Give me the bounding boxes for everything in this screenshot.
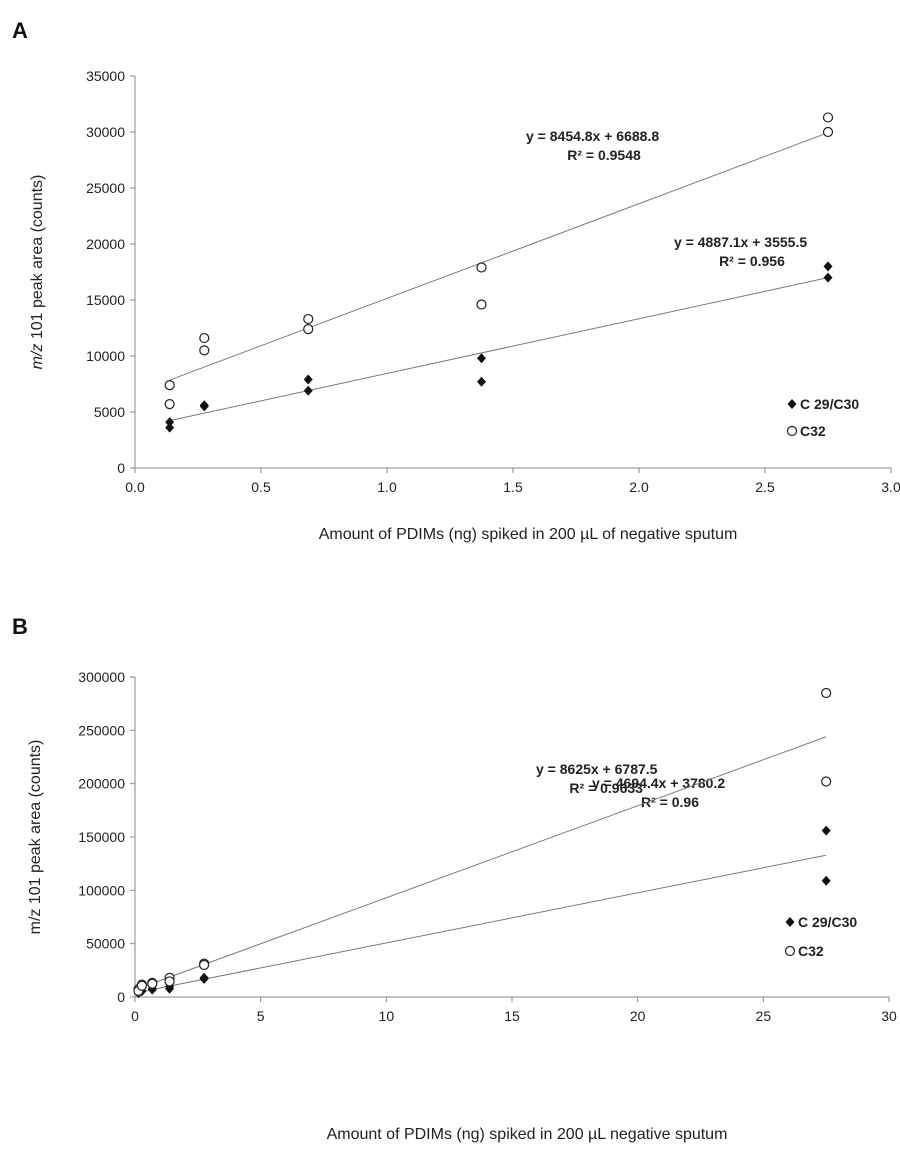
data-point-diamond [821, 825, 831, 836]
panel-label: B [12, 614, 28, 639]
panel-label: A [12, 18, 28, 43]
legend-marker-diamond [785, 917, 795, 927]
x-tick-label: 1.0 [377, 479, 397, 495]
x-axis-title: Amount of PDIMs (ng) spiked in 200 µL of… [319, 526, 738, 543]
data-point-diamond [823, 261, 833, 272]
x-tick-label: 10 [379, 1008, 395, 1024]
data-point-diamond [199, 401, 209, 412]
data-point-circle [164, 976, 175, 987]
y-tick-label: 0 [117, 989, 125, 1005]
data-point-circle [147, 978, 158, 989]
legend-label: C32 [800, 423, 826, 439]
legend-label: C 29/C30 [798, 914, 857, 930]
data-point-diamond [303, 385, 313, 396]
x-tick-label: 15 [504, 1008, 520, 1024]
data-point-diamond [199, 973, 209, 984]
r-squared-label: R² = 0.96 [641, 794, 699, 810]
y-tick-label: 5000 [94, 404, 125, 420]
x-tick-label: 0 [131, 1008, 139, 1024]
y-tick-label: 25000 [86, 180, 125, 196]
trendline-equation: y = 4887.1x + 3555.5 [674, 234, 807, 250]
trendline-0 [169, 277, 829, 422]
panel-b: B 0 50000 100000 150000 200000 250000 300000 0 5… [0, 600, 900, 1150]
data-point-diamond [821, 875, 831, 886]
x-tick-label: 1.5 [503, 479, 523, 495]
y-tick-label: 15000 [86, 292, 125, 308]
data-point-circle [821, 687, 832, 699]
legend-marker-circle [786, 425, 798, 437]
y-tick-label: 50000 [86, 936, 125, 952]
y-tick-label: 200000 [78, 776, 125, 792]
data-point-circle [822, 112, 834, 123]
data-point-circle [822, 126, 834, 138]
data-point-circle [303, 324, 314, 335]
data-point-circle [303, 313, 314, 325]
y-tick-label: 10000 [86, 348, 125, 364]
y-axis-title-text: m/z 101 peak area (counts) [27, 740, 44, 935]
trendline-equation: y = 4694.4x + 3780.2 [592, 775, 725, 791]
data-point-diamond [165, 422, 175, 433]
x-tick-label: 0.5 [251, 479, 271, 495]
data-point-circle [164, 399, 175, 410]
y-axis-title-text: 101 peak area (counts) [29, 175, 46, 344]
x-tick-label: 0.0 [125, 479, 145, 495]
x-tick-label: 2.0 [629, 479, 649, 495]
y-tick-label: 300000 [78, 669, 125, 685]
y-axis-title: m/z 101 peak area (counts) [29, 175, 46, 370]
data-point-circle [136, 980, 148, 991]
x-axis-title: Amount of PDIMs (ng) spiked in 200 µL ne… [327, 1126, 728, 1143]
legend-label: C 29/C30 [800, 396, 859, 412]
data-point-circle [821, 776, 832, 787]
y-tick-label: 250000 [78, 722, 125, 738]
trendline-equation: y = 8625x + 6787.5 [536, 761, 658, 777]
legend-label: C32 [798, 943, 824, 959]
y-axis-title-italic: m/z [29, 344, 46, 370]
trendline-1 [138, 736, 827, 989]
x-tick-label: 30 [881, 1008, 897, 1024]
data-point-circle [164, 380, 175, 391]
trendline-0 [138, 854, 827, 993]
data-point-circle [199, 332, 210, 344]
data-point-circle [199, 345, 210, 356]
r-squared-label: R² = 0.9548 [567, 147, 641, 163]
data-point-circle [199, 959, 210, 971]
y-tick-label: 30000 [86, 124, 125, 140]
calibration-chart-a: 0 5000 10000 15000 20000 25000 30000 35000 0.0 0.… [29, 68, 900, 543]
data-point-diamond [165, 417, 175, 428]
y-tick-label: 0 [117, 460, 125, 476]
data-point-diamond [165, 983, 175, 994]
y-tick-label: 150000 [78, 829, 125, 845]
legend-marker-circle [784, 945, 796, 957]
r-squared-label: R² = 0.9633 [569, 780, 643, 796]
legend-marker-diamond [787, 399, 797, 409]
trendline-equation: y = 8454.8x + 6688.8 [526, 128, 659, 144]
x-tick-label: 2.5 [755, 479, 775, 495]
x-tick-label: 20 [630, 1008, 646, 1024]
data-point-circle [476, 299, 487, 310]
data-point-diamond [477, 353, 486, 364]
data-point-diamond [823, 272, 833, 283]
panel-a: A 0 5000 10000 15000 20000 25000 30000 35000 0.0… [0, 0, 900, 560]
data-point-diamond [303, 374, 313, 385]
y-tick-label: 100000 [78, 882, 125, 898]
y-tick-label: 20000 [86, 236, 125, 252]
x-tick-label: 3.0 [881, 479, 900, 495]
data-point-diamond [477, 376, 486, 387]
trendline-1 [169, 132, 829, 381]
x-tick-label: 25 [756, 1008, 772, 1024]
data-point-circle [476, 262, 487, 273]
r-squared-label: R² = 0.956 [719, 253, 785, 269]
y-tick-label: 35000 [86, 68, 125, 84]
x-tick-label: 5 [257, 1008, 265, 1024]
y-axis-title: m/z 101 peak area (counts) [27, 740, 44, 935]
calibration-chart-b: 0 50000 100000 150000 200000 250000 300000 0 5 10… [27, 669, 897, 1143]
